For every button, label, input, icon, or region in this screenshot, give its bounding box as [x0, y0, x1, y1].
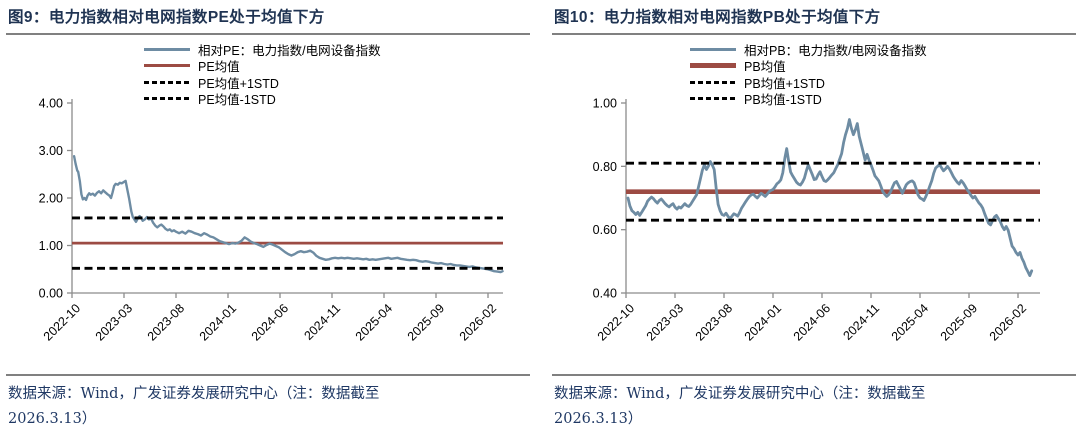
source-text-line2: 2026.3.13） — [554, 411, 643, 428]
legend-line-sample — [690, 97, 736, 101]
chart-legend: 相对PB：电力指数/电网设备指数 PB均值 PB均值+1STD PB均值-1ST… — [690, 41, 927, 107]
legend-line-sample — [690, 80, 736, 84]
x-tick-label: 2025-09 — [938, 301, 980, 343]
legend-line-sample — [144, 97, 190, 101]
x-tick-label: 2026-02 — [987, 301, 1029, 343]
source-text-line1: 数据来源：Wind，广发证券发展研究中心（注：数据截至 — [8, 386, 380, 402]
legend-label: PE均值 — [198, 60, 240, 75]
y-tick-label: 0.40 — [593, 287, 617, 301]
legend-item: PB均值-1STD — [690, 91, 927, 108]
x-tick-label: 2025-04 — [353, 301, 395, 343]
pb-chart-area: 相对PB：电力指数/电网设备指数 PB均值 PB均值+1STD PB均值-1ST… — [552, 35, 1076, 374]
pe-line-chart: 0.00 1.00 2.00 3.00 4.00 2022-10 2023-03 2023-0… — [39, 97, 504, 344]
legend-line-sample — [144, 80, 190, 84]
footer-divider — [552, 374, 1076, 376]
x-tick-label: 2024-06 — [791, 301, 833, 343]
x-tick-label: 2024-01 — [742, 301, 784, 343]
y-tick-label: 2.00 — [39, 192, 63, 206]
legend-label: PE均值+1STD — [198, 76, 279, 91]
source-note: 数据来源：Wind，广发证券发展研究中心（注：数据截至 2026.3.13） — [8, 382, 530, 433]
y-tick-label: 4.00 — [39, 97, 63, 111]
legend-label: PB均值+1STD — [744, 76, 825, 91]
y-tick-label: 0.60 — [593, 223, 617, 237]
title-divider — [552, 33, 1076, 35]
y-tick-label: 0.00 — [39, 287, 63, 301]
legend-label: 相对PE：电力指数/电网设备指数 — [198, 43, 381, 58]
x-tick-label: 2024-01 — [197, 301, 239, 343]
series-line — [72, 154, 504, 274]
y-tick-label: 1.00 — [39, 239, 63, 253]
x-tick-label: 2023-08 — [693, 301, 735, 343]
legend-label: PE均值-1STD — [198, 93, 276, 108]
legend-line-sample — [144, 47, 190, 51]
source-text-line2: 2026.3.13） — [8, 411, 97, 428]
legend-item: PE均值+1STD — [144, 74, 381, 91]
legend-item: PE均值 — [144, 58, 381, 75]
x-tick-label: 2024-11 — [840, 301, 882, 343]
x-tick-label: 2024-06 — [249, 301, 291, 343]
x-tick-label: 2023-03 — [644, 301, 686, 343]
y-tick-label: 1.00 — [593, 97, 617, 111]
source-text-line1: 数据来源：Wind，广发证券发展研究中心（注：数据截至 — [554, 386, 926, 402]
pe-chart-area: 相对PE：电力指数/电网设备指数 PE均值 PE均值+1STD PE均值-1ST… — [6, 35, 530, 374]
legend-item: 相对PE：电力指数/电网设备指数 — [144, 41, 381, 58]
x-tick-label: 2026-02 — [457, 301, 499, 343]
figure-10-panel: 图10：电力指数相对电网指数PB处于均值下方 相对PB：电力指数/电网设备指数 … — [552, 6, 1076, 433]
title-divider — [6, 33, 530, 35]
footer-divider — [6, 374, 530, 376]
series-line — [626, 118, 1034, 278]
x-tick-label: 2025-04 — [889, 301, 931, 343]
figure-title: 图10：电力指数相对电网指数PB处于均值下方 — [554, 9, 881, 26]
y-tick-label: 0.80 — [593, 160, 617, 174]
legend-label: PB均值 — [744, 60, 786, 75]
legend-line-sample — [690, 63, 736, 69]
x-tick-label: 2022-10 — [41, 301, 83, 343]
legend-line-sample — [144, 64, 190, 68]
legend-label: 相对PB：电力指数/电网设备指数 — [744, 43, 927, 58]
legend-item: PE均值-1STD — [144, 91, 381, 108]
x-tick-label: 2023-03 — [93, 301, 135, 343]
x-tick-label: 2022-10 — [595, 301, 637, 343]
x-tick-label: 2025-09 — [405, 301, 447, 343]
chart-legend: 相对PE：电力指数/电网设备指数 PE均值 PE均值+1STD PE均值-1ST… — [144, 41, 381, 107]
legend-item: PB均值 — [690, 58, 927, 75]
legend-item: 相对PB：电力指数/电网设备指数 — [690, 41, 927, 58]
x-tick-label: 2023-08 — [145, 301, 187, 343]
legend-item: PB均值+1STD — [690, 74, 927, 91]
y-tick-label: 3.00 — [39, 144, 63, 158]
source-note: 数据来源：Wind，广发证券发展研究中心（注：数据截至 2026.3.13） — [554, 382, 1076, 433]
figure-9-panel: 图9：电力指数相对电网指数PE处于均值下方 相对PE：电力指数/电网设备指数 P… — [6, 6, 530, 433]
legend-label: PB均值-1STD — [744, 93, 822, 108]
x-tick-label: 2024-11 — [301, 301, 343, 343]
legend-line-sample — [690, 47, 736, 51]
figure-title: 图9：电力指数相对电网指数PE处于均值下方 — [8, 9, 325, 26]
